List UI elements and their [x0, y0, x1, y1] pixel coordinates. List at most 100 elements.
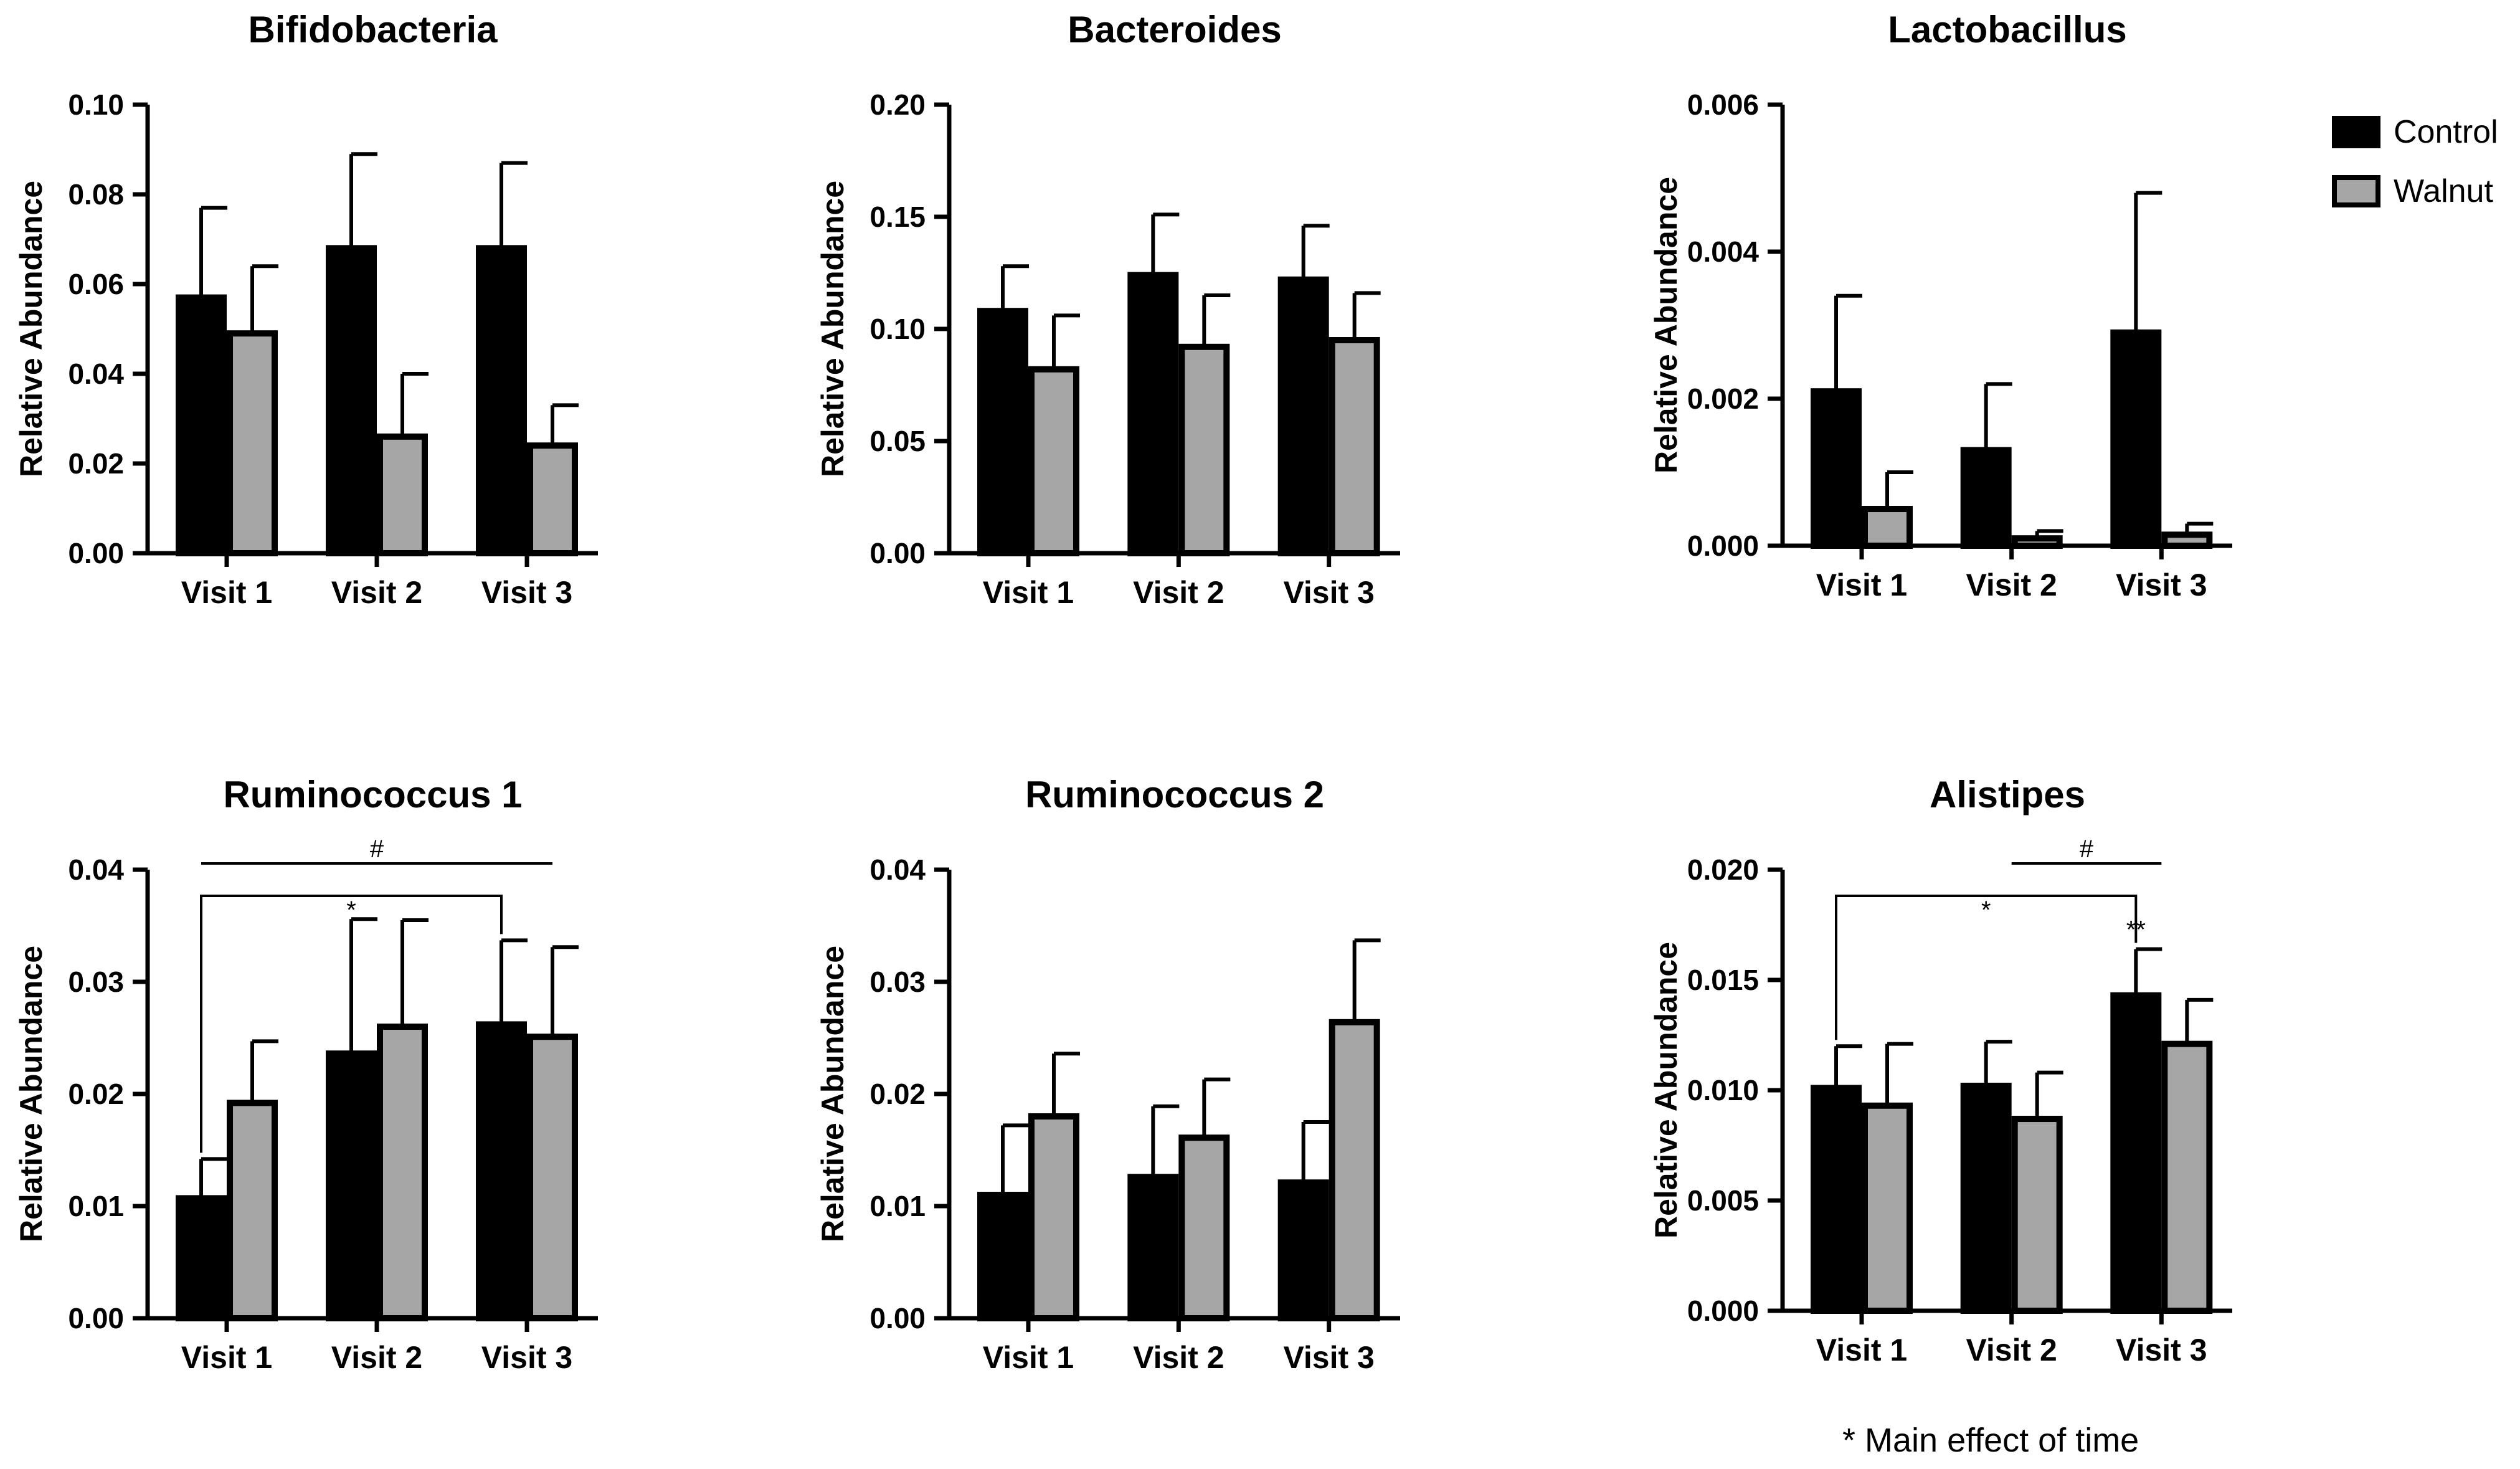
x-tick-label: Visit 2	[1133, 575, 1224, 610]
y-tick-label: 0.006	[1687, 88, 1759, 121]
y-tick-label: 0.03	[68, 966, 124, 998]
x-tick-label: Visit 3	[1283, 575, 1374, 610]
y-tick-label: 0.02	[68, 447, 124, 480]
chart-title: Alistipes	[1930, 774, 2085, 815]
y-tick-label: 0.10	[869, 313, 926, 345]
x-tick-label: Visit 2	[1966, 568, 2057, 602]
panel-ruminococcus-2: Ruminococcus 2 Relative Abundance 0.00 0.01…	[815, 774, 1400, 1375]
y-tick-label: 0.020	[1687, 853, 1759, 886]
panel-bacteroides: Bacteroides Relative Abundance 0.00 0.05 0.1…	[815, 9, 1400, 610]
y-tick-label: 0.04	[68, 358, 124, 390]
bar-control-visit-2	[1960, 447, 2012, 549]
y-axis-label: Relative Abundance	[14, 181, 49, 477]
legend: Control Walnut	[2332, 114, 2498, 209]
bar-walnut-visit-2	[377, 1024, 428, 1321]
bar-control-visit-1	[977, 308, 1028, 556]
y-tick-label: 0.08	[68, 178, 124, 211]
chart-title: Ruminococcus 2	[1025, 774, 1324, 815]
bar-walnut-visit-2	[1178, 1134, 1230, 1321]
significance-marker: *	[1981, 896, 1991, 924]
x-tick-label: Visit 1	[983, 1340, 1074, 1375]
significance-marker: #	[2080, 835, 2094, 863]
x-tick-label: Visit 1	[1816, 568, 1907, 602]
y-tick-label: 0.000	[1687, 1295, 1759, 1327]
panel-ruminococcus-1: Ruminococcus 1 Relative Abundance 0.00 0.01…	[14, 774, 598, 1375]
y-axis-label: Relative Abundance	[1649, 942, 1684, 1238]
bar-control-visit-3	[476, 1021, 527, 1322]
y-tick-label: 0.010	[1687, 1074, 1759, 1106]
significance-marker: #	[370, 835, 384, 863]
x-tick-label: Visit 1	[983, 575, 1074, 610]
significance-bracket	[1835, 895, 2138, 1040]
bar-walnut-visit-3	[1329, 1019, 1380, 1322]
y-axis-label: Relative Abundance	[815, 181, 850, 477]
y-tick-label: 0.002	[1687, 383, 1759, 415]
bar-control-visit-1	[977, 1192, 1028, 1321]
chart-title: Ruminococcus 1	[223, 774, 522, 815]
significance-bracket	[200, 895, 503, 1153]
y-tick-label: 0.01	[68, 1190, 124, 1222]
bar-control-visit-1	[1811, 1085, 1862, 1314]
bar-walnut-visit-3	[527, 442, 578, 557]
x-tick-label: Visit 3	[481, 1340, 572, 1375]
y-tick-label: 0.01	[869, 1190, 926, 1222]
x-tick-label: Visit 3	[1283, 1340, 1374, 1375]
bar-walnut-visit-3	[1329, 337, 1380, 556]
bar-walnut-visit-2	[377, 433, 428, 556]
bar-walnut-visit-3	[2161, 1040, 2213, 1314]
y-tick-label: 0.05	[869, 425, 926, 457]
bar-control-visit-2	[326, 245, 377, 556]
bar-control-visit-2	[326, 1050, 377, 1321]
bar-control-visit-3	[2110, 329, 2162, 549]
panel-alistipes: Alistipes Relative Abundance 0.000 0.005 0.0…	[1649, 774, 2232, 1367]
legend-label-control: Control	[2394, 114, 2498, 150]
y-tick-label: 0.02	[68, 1078, 124, 1110]
y-tick-label: 0.000	[1687, 530, 1759, 562]
significance-marker: *	[346, 896, 356, 924]
x-tick-label: Visit 1	[181, 1340, 272, 1375]
significance-marker: **	[2126, 916, 2146, 943]
y-tick-label: 0.02	[869, 1078, 926, 1110]
x-tick-label: Visit 2	[1966, 1333, 2057, 1367]
bar-control-visit-2	[1127, 1174, 1179, 1321]
x-tick-label: Visit 2	[331, 575, 422, 610]
y-tick-label: 0.04	[869, 853, 926, 886]
y-tick-label: 0.04	[68, 853, 124, 886]
bar-walnut-visit-1	[1862, 506, 1913, 549]
chart-title: Bacteroides	[1068, 9, 1281, 50]
bar-control-visit-1	[1811, 388, 1862, 549]
bar-control-visit-2	[1127, 272, 1179, 556]
panel-lactobacillus: Lactobacillus Relative Abundance 0.000 0.00…	[1649, 9, 2232, 602]
y-axis-label: Relative Abundance	[815, 946, 850, 1242]
bar-control-visit-3	[1277, 1179, 1329, 1321]
bar-control-visit-3	[2110, 992, 2162, 1314]
x-tick-label: Visit 2	[331, 1340, 422, 1375]
bar-walnut-visit-2	[2011, 1116, 2063, 1314]
chart-title: Lactobacillus	[1888, 9, 2126, 50]
legend-swatch-walnut	[2332, 175, 2380, 207]
bar-walnut-visit-1	[1028, 366, 1079, 556]
x-tick-label: Visit 1	[1816, 1333, 1907, 1367]
x-tick-label: Visit 2	[1133, 1340, 1224, 1375]
y-tick-label: 0.00	[68, 1302, 124, 1334]
bar-walnut-visit-1	[1862, 1102, 1913, 1314]
y-tick-label: 0.15	[869, 201, 926, 233]
y-tick-label: 0.06	[68, 268, 124, 300]
y-tick-label: 0.015	[1687, 964, 1759, 996]
bar-walnut-visit-1	[1028, 1113, 1079, 1321]
y-tick-label: 0.00	[869, 1302, 926, 1334]
bar-walnut-visit-3	[527, 1034, 578, 1321]
x-tick-label: Visit 1	[181, 575, 272, 610]
y-tick-label: 0.005	[1687, 1184, 1759, 1217]
bar-control-visit-3	[476, 245, 527, 556]
bar-walnut-visit-1	[227, 330, 278, 556]
legend-label-walnut: Walnut	[2394, 173, 2493, 209]
panel-bifidobacteria: Bifidobacteria Relative Abundance 0.00 0.02…	[14, 9, 598, 610]
chart-title: Bifidobacteria	[248, 9, 498, 50]
bar-control-visit-3	[1277, 276, 1329, 556]
footnote: * Main effect of time	[1842, 1422, 2139, 1459]
bar-control-visit-1	[176, 294, 227, 556]
bar-walnut-visit-2	[1178, 343, 1230, 556]
